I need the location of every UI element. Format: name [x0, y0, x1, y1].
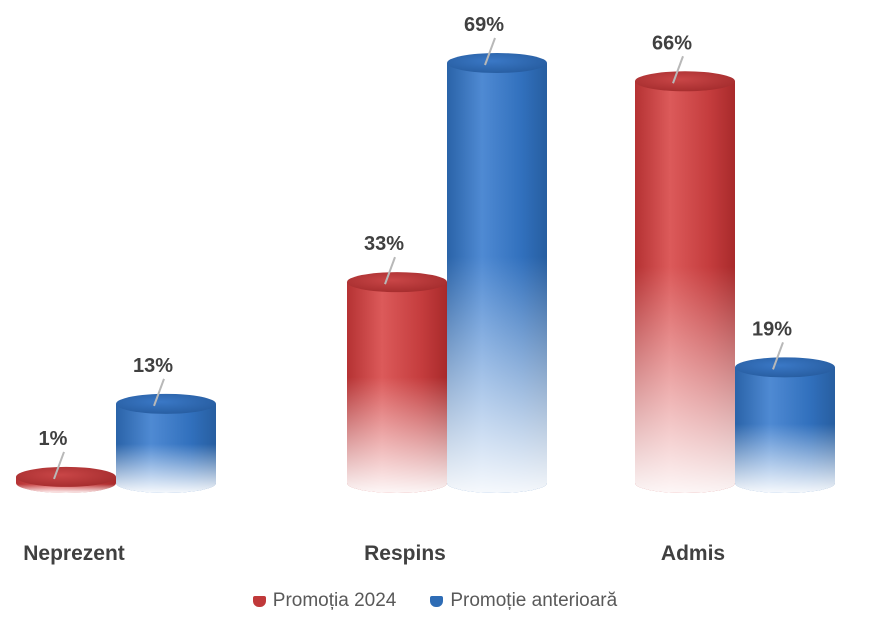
bar: 1% [16, 428, 116, 493]
legend-label: Promoție anterioară [450, 590, 618, 611]
category-label: Admis [661, 542, 725, 565]
bar-body-shade [116, 403, 216, 493]
bar-top [735, 357, 835, 378]
data-label: 1% [39, 428, 68, 450]
leader-line [672, 55, 684, 84]
legend-item: Promoție anterioară [430, 590, 617, 612]
bar-body-shade [735, 367, 835, 493]
leader-line [384, 256, 396, 285]
bar-top [347, 272, 447, 293]
leader-line [53, 451, 65, 480]
bar: 33% [347, 233, 447, 493]
bar-body-shade [447, 63, 547, 493]
bar: 19% [735, 318, 835, 493]
chart-legend: Promoția 2024 Promoție anterioară [0, 590, 870, 612]
leader-line [772, 342, 784, 370]
category-label: Respins [364, 542, 446, 565]
bar: 13% [116, 355, 216, 493]
legend-swatch [430, 595, 444, 607]
leader-line [484, 37, 496, 66]
bar-body-shade [635, 81, 735, 494]
bar-top [447, 53, 547, 73]
bar: 69% [447, 14, 547, 493]
legend-swatch [252, 595, 266, 607]
category-label: Neprezent [23, 542, 125, 565]
bar: 66% [635, 32, 735, 494]
bar-top [635, 71, 735, 92]
bar-top [16, 466, 116, 487]
data-label: 66% [652, 32, 692, 54]
data-label: 13% [133, 355, 173, 377]
bar-top [116, 393, 216, 414]
data-label: 33% [364, 233, 404, 255]
legend-item: Promoția 2024 [252, 590, 397, 612]
leader-line [153, 378, 165, 407]
data-label: 19% [752, 318, 792, 340]
data-label: 69% [464, 14, 504, 36]
legend-label: Promoția 2024 [272, 590, 397, 611]
bar-body-shade [347, 282, 447, 493]
